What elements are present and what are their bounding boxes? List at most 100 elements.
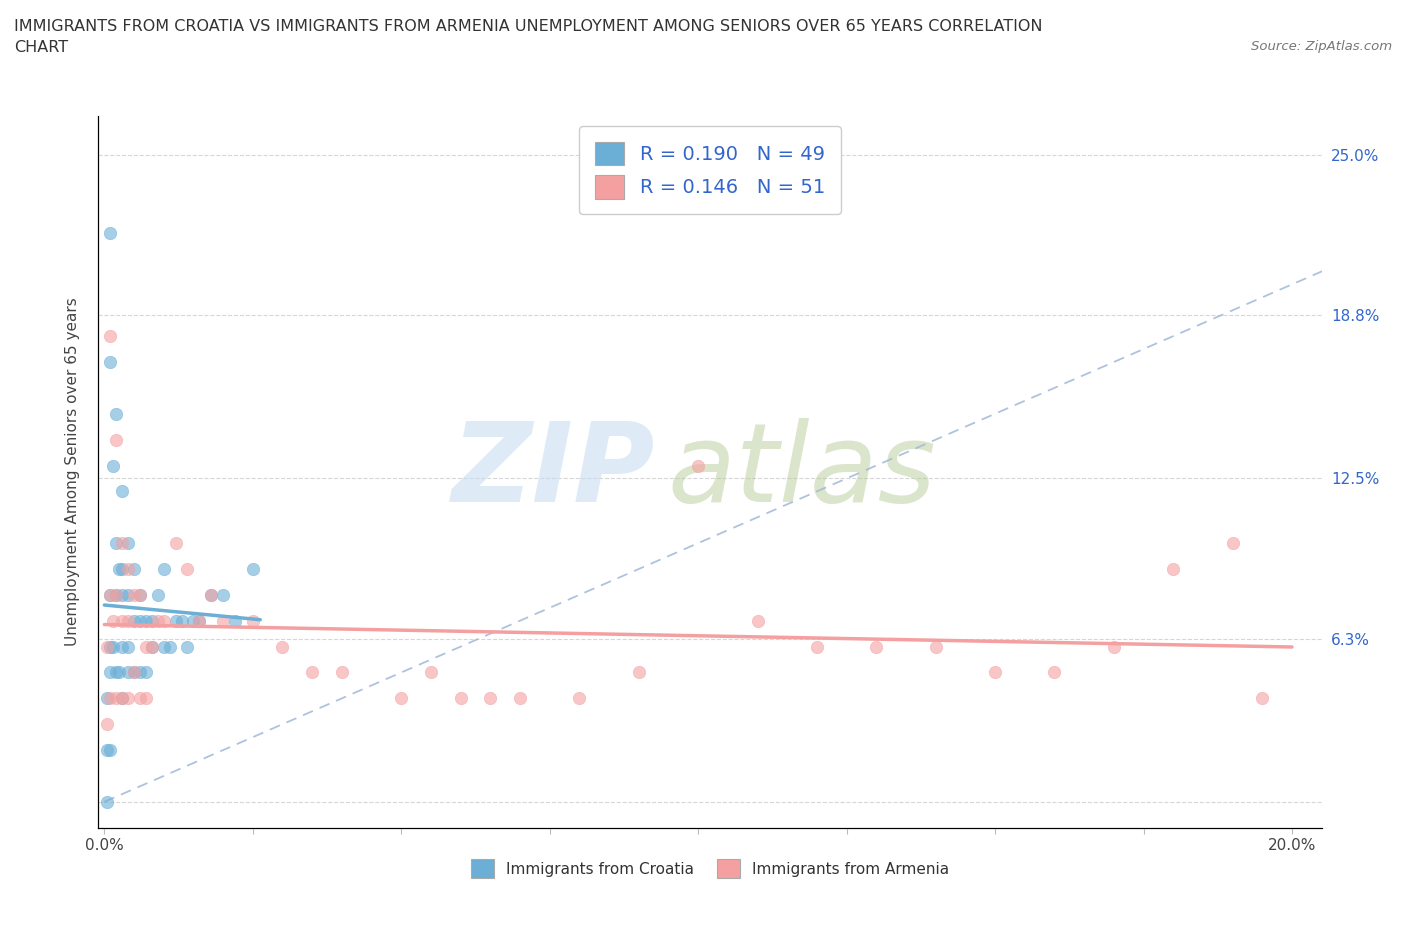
Point (105, 432, 128, 447)
Point (96, 743, 118, 758)
Point (111, 639, 134, 654)
Point (117, 613, 139, 628)
Point (242, 613, 264, 628)
Point (111, 562, 134, 577)
Point (96, 639, 118, 654)
Point (108, 562, 131, 577)
Point (170, 613, 193, 628)
Point (1161, 562, 1184, 577)
Point (135, 665, 157, 680)
Point (117, 562, 139, 577)
Text: ZIP: ZIP (451, 418, 655, 525)
Point (103, 458, 125, 473)
Point (165, 536, 187, 551)
Point (117, 588, 139, 603)
Point (747, 613, 769, 628)
Point (96, 794, 118, 809)
Point (152, 562, 174, 577)
Point (183, 613, 205, 628)
Point (111, 691, 134, 706)
Text: IMMIGRANTS FROM CROATIA VS IMMIGRANTS FROM ARMENIA UNEMPLOYMENT AMONG SENIORS OV: IMMIGRANTS FROM CROATIA VS IMMIGRANTS FR… (14, 19, 1043, 33)
Point (1043, 665, 1066, 680)
Point (111, 691, 134, 706)
Point (103, 639, 125, 654)
Point (568, 691, 591, 706)
Point (117, 665, 139, 680)
Point (98, 588, 121, 603)
Point (111, 613, 134, 628)
Point (479, 691, 502, 706)
Point (111, 536, 134, 551)
Point (212, 588, 235, 603)
Point (98, 743, 121, 758)
Point (159, 639, 181, 654)
Point (122, 562, 145, 577)
Point (389, 691, 412, 706)
Point (301, 665, 323, 680)
Point (165, 613, 187, 628)
Text: atlas: atlas (668, 418, 936, 525)
Point (117, 639, 139, 654)
Point (242, 562, 264, 577)
Point (200, 588, 222, 603)
Point (129, 691, 152, 706)
Point (1251, 691, 1274, 706)
Point (103, 613, 125, 628)
Point (212, 613, 235, 628)
Point (224, 613, 246, 628)
Point (420, 665, 443, 680)
Point (98, 354, 121, 369)
Point (152, 613, 174, 628)
Point (152, 639, 174, 654)
Point (98, 588, 121, 603)
Point (200, 588, 222, 603)
Point (122, 665, 145, 680)
Legend: Immigrants from Croatia, Immigrants from Armenia: Immigrants from Croatia, Immigrants from… (465, 853, 955, 884)
Point (98, 639, 121, 654)
Point (271, 639, 294, 654)
Text: CHART: CHART (14, 40, 67, 55)
Point (122, 613, 145, 628)
Point (188, 613, 211, 628)
Point (450, 691, 472, 706)
Point (627, 665, 650, 680)
Point (96, 717, 118, 732)
Point (135, 639, 157, 654)
Point (105, 406, 128, 421)
Point (98, 328, 121, 343)
Point (924, 639, 946, 654)
Point (122, 665, 145, 680)
Point (806, 639, 828, 654)
Point (129, 588, 152, 603)
Point (98, 225, 121, 240)
Point (146, 613, 169, 628)
Point (129, 613, 152, 628)
Text: Source: ZipAtlas.com: Source: ZipAtlas.com (1251, 40, 1392, 53)
Point (117, 536, 139, 551)
Point (141, 613, 163, 628)
Point (135, 613, 157, 628)
Y-axis label: Unemployment Among Seniors over 65 years: Unemployment Among Seniors over 65 years (65, 298, 80, 646)
Point (146, 588, 169, 603)
Point (98, 691, 121, 706)
Point (105, 665, 128, 680)
Point (96, 691, 118, 706)
Point (509, 691, 531, 706)
Point (984, 665, 1007, 680)
Point (98, 665, 121, 680)
Point (105, 588, 128, 603)
Point (141, 639, 163, 654)
Point (105, 691, 128, 706)
Point (129, 665, 152, 680)
Point (188, 613, 211, 628)
Point (688, 458, 710, 473)
Point (129, 588, 152, 603)
Point (330, 665, 353, 680)
Point (111, 484, 134, 498)
Point (105, 536, 128, 551)
Point (141, 639, 163, 654)
Point (117, 691, 139, 706)
Point (122, 588, 145, 603)
Point (176, 639, 198, 654)
Point (135, 691, 157, 706)
